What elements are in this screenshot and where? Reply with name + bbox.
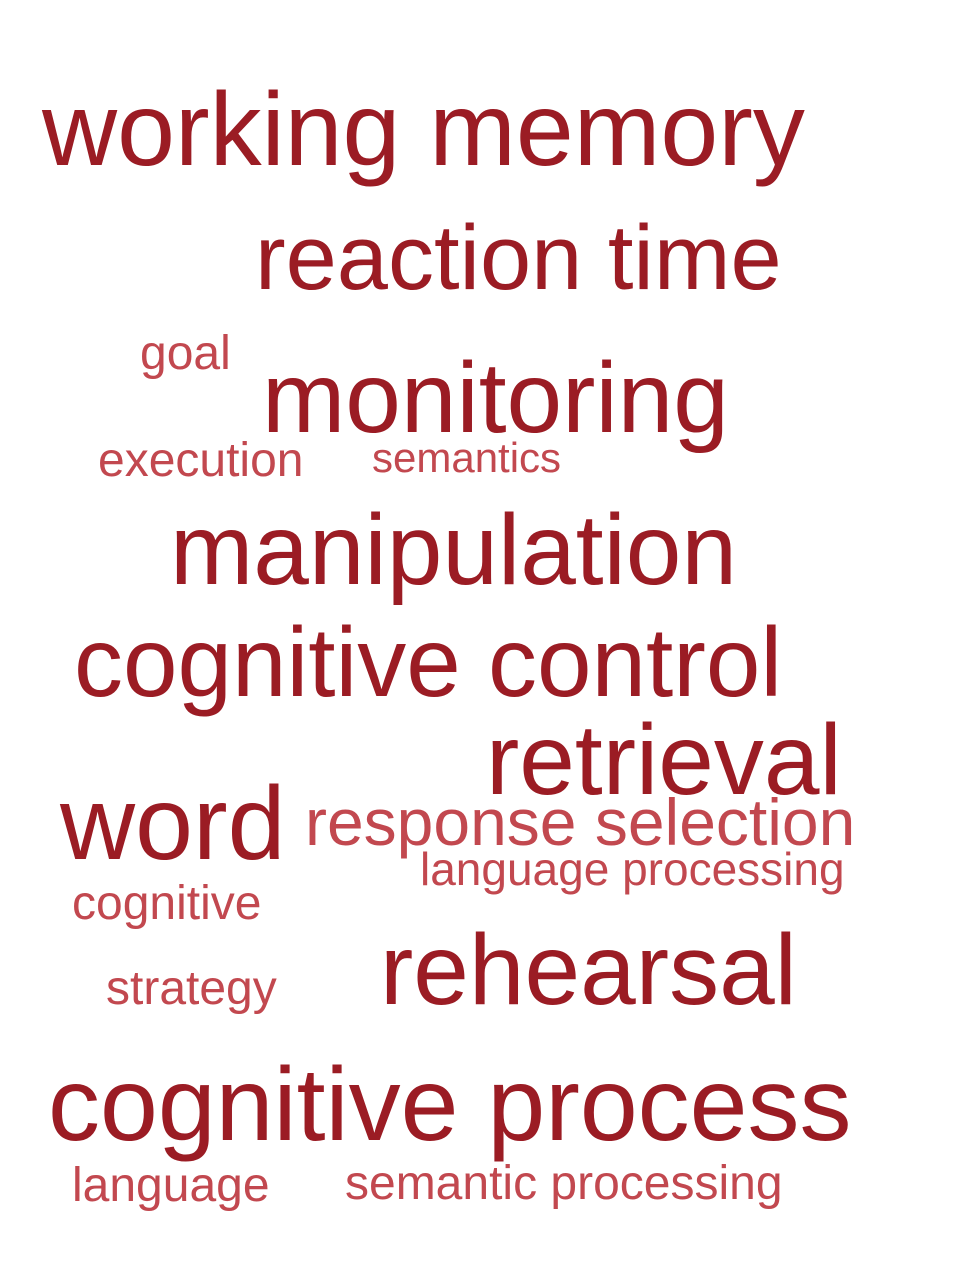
term-goal: goal — [140, 327, 231, 380]
term-manipulation: manipulation — [170, 494, 738, 606]
term-rehearsal: rehearsal — [380, 914, 797, 1026]
term-working-memory: working memory — [42, 72, 805, 188]
term-semantics: semantics — [372, 434, 562, 481]
term-semantic-processing: semantic processing — [345, 1157, 783, 1210]
term-monitoring: monitoring — [262, 342, 729, 454]
term-reaction-time: reaction time — [255, 207, 782, 309]
term-cognitive: cognitive — [72, 877, 262, 930]
term-execution: execution — [98, 434, 304, 487]
term-cognitive-process: cognitive process — [48, 1047, 852, 1163]
term-retrieval: retrieval — [486, 704, 842, 816]
term-strategy: strategy — [106, 962, 277, 1015]
term-cognitive-control: cognitive control — [74, 607, 783, 717]
term-language: language — [72, 1159, 270, 1212]
term-word: word — [60, 766, 286, 882]
term-language-processing: language processing — [420, 843, 845, 895]
term-response-selection: response selection — [305, 785, 856, 859]
